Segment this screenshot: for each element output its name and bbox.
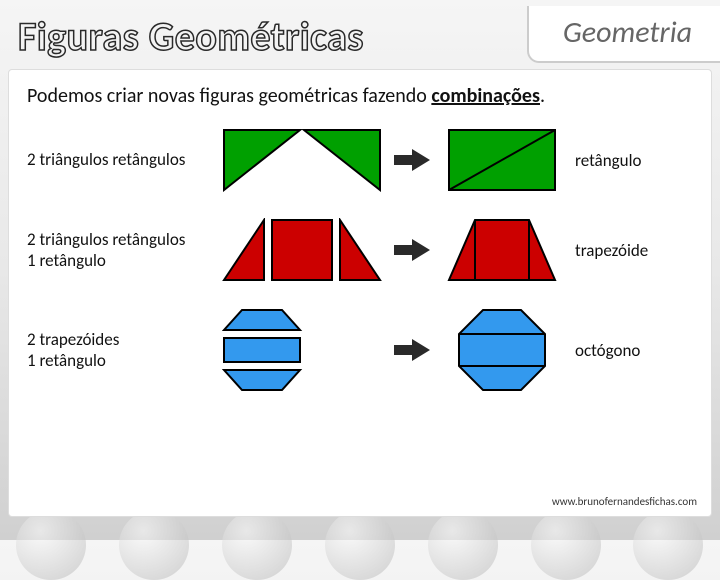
content-panel: Podemos criar novas figuras geométricas …	[8, 69, 712, 517]
arrow	[387, 337, 437, 363]
combination-row: 2 trapezóides1 retângulo octógono	[27, 308, 693, 392]
footer-url: www.brunofernandesfichas.com	[552, 495, 697, 508]
source-shapes	[217, 128, 387, 192]
result-shape	[437, 308, 567, 392]
background-decor	[0, 510, 720, 580]
result-label: retângulo	[567, 150, 677, 171]
combination-row: 2 triângulos retângulos retângulo	[27, 128, 693, 192]
subtitle-tab: Geometria	[527, 6, 720, 63]
arrow	[387, 237, 437, 263]
rows-container: 2 triângulos retângulos retângulo2 triân…	[27, 128, 693, 392]
source-shapes	[217, 308, 387, 392]
page-title: Figuras Geométricas	[0, 0, 364, 69]
intro-underlined: combinações	[431, 84, 540, 108]
arrow-icon	[394, 237, 430, 263]
arrow	[387, 147, 437, 173]
combination-row: 2 triângulos retângulos1 retângulo trape…	[27, 218, 693, 282]
header: Figuras Geométricas Geometria	[0, 0, 720, 69]
result-shape	[437, 128, 567, 192]
source-label: 2 trapezóides1 retângulo	[27, 329, 217, 372]
source-label: 2 triângulos retângulos	[27, 149, 217, 170]
result-label: octógono	[567, 340, 677, 361]
intro-suffix: .	[540, 84, 545, 108]
source-shapes	[217, 218, 387, 282]
arrow-icon	[394, 337, 430, 363]
intro-prefix: Podemos criar novas figuras geométricas …	[27, 84, 431, 108]
intro-text: Podemos criar novas figuras geométricas …	[27, 84, 693, 108]
result-shape	[437, 218, 567, 282]
source-label: 2 triângulos retângulos1 retângulo	[27, 229, 217, 272]
arrow-icon	[394, 147, 430, 173]
result-label: trapezóide	[567, 240, 677, 261]
